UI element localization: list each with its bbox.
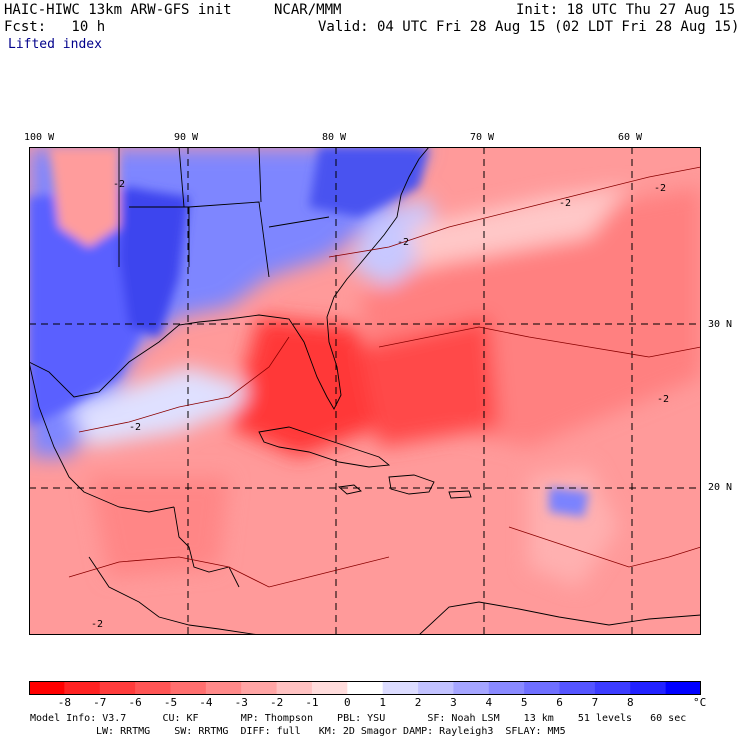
colorbar-tick-label: -5 — [163, 696, 178, 709]
lon-label-100w: 100 W — [24, 132, 55, 143]
colorbar-swatch — [29, 681, 65, 695]
warm-patch-northwest — [49, 147, 119, 247]
model-info-line2: LW: RRTMG SW: RRTMG DIFF: full KM: 2D Sm… — [96, 726, 566, 737]
lifted-index-map: -2 -2 -2 -2 -2 -2 -2 — [29, 147, 701, 635]
colorbar-tick-label: -7 — [93, 696, 107, 709]
colorbar-tick-label: 2 — [414, 696, 422, 709]
colorbar-tick-label: 5 — [520, 696, 528, 709]
colorbar-swatch — [135, 681, 171, 695]
colorbar-swatch — [64, 681, 101, 695]
field-name: Lifted index — [8, 37, 102, 52]
lon-label-60w: 60 W — [618, 132, 643, 143]
colorbar-swatch — [99, 681, 136, 695]
contour-label-2: -2 — [397, 237, 409, 248]
lon-label-90w: 90 W — [174, 132, 199, 143]
colorbar-swatch — [524, 681, 561, 695]
lat-label-20n: 20 N — [708, 482, 733, 493]
cool-core-mississippi — [119, 187, 189, 337]
lon-label-80w: 80 W — [322, 132, 347, 143]
colorbar-tick-label: 6 — [556, 696, 563, 709]
init-time: Init: 18 UTC Thu 27 Aug 15 — [516, 2, 736, 18]
colorbar-tick-label: 1 — [379, 696, 386, 709]
warm-zone-bahamas — [359, 317, 499, 447]
texas-mexico-coast — [29, 361, 175, 513]
colorbar-swatch — [382, 681, 419, 695]
colorbar-labels: -8 -7 -6 -5 -4 -3 -2 -1 0 1 2 3 4 5 6 7 8 °C — [29, 697, 719, 711]
colorbar-swatch — [630, 681, 667, 695]
cool-core-carolinas — [309, 147, 429, 217]
colorbar-tick-label: 0 — [344, 696, 351, 709]
colorbar-tick-label: -4 — [199, 696, 213, 709]
contour-label-6: -2 — [91, 619, 103, 630]
lon-label-70w: 70 W — [470, 132, 495, 143]
model-title: HAIC-HIWC 13km ARW-GFS init — [4, 2, 232, 18]
cool-zone-gulf-band — [69, 347, 269, 447]
cool-zone-atlantic-band — [409, 187, 629, 267]
contour-labels: -2 -2 -2 -2 -2 -2 -2 — [91, 179, 669, 630]
colorbar-tick-label: -2 — [269, 696, 284, 709]
contour-lines — [68, 166, 701, 588]
cool-core-east-caribbean — [549, 487, 589, 517]
contour-label-7: -2 — [657, 394, 669, 405]
contour-gulf — [78, 336, 290, 433]
map-frame — [29, 147, 701, 635]
colorbar-swatch — [594, 681, 631, 695]
forecast-hour: Fcst: 10 h — [4, 19, 106, 35]
colorbar-unit: °C — [693, 696, 707, 709]
us-gulf-coast — [29, 147, 430, 410]
colorbar-tick-label: -1 — [305, 696, 319, 709]
contour-label-4: -2 — [654, 183, 666, 194]
center-label: NCAR/MMM — [274, 2, 342, 18]
state-borders — [118, 147, 330, 278]
colorbar-swatch — [170, 681, 207, 695]
colorbar-swatch — [276, 681, 313, 695]
puerto-rico — [448, 490, 472, 499]
colorbar-tick-label: 7 — [591, 696, 599, 709]
colorbar-swatch — [311, 681, 348, 695]
coastlines — [29, 147, 701, 635]
colorbar-frame — [29, 681, 701, 695]
colorbar-tick-label: 8 — [626, 696, 634, 709]
colorbar — [29, 681, 701, 695]
colorbar-tick-label: 4 — [485, 696, 493, 709]
lat-label-30n: 30 N — [708, 319, 733, 330]
graticule — [29, 147, 701, 635]
contour-label-1: -2 — [113, 179, 125, 190]
valid-time: Valid: 04 UTC Fri 28 Aug 15 (02 LDT Fri … — [318, 19, 740, 35]
contour-caribbean — [68, 556, 390, 588]
contour-label-3: -2 — [559, 198, 571, 209]
warm-zone-gulf-florida — [229, 317, 379, 457]
central-america-coast — [88, 556, 260, 635]
contour-atlantic — [378, 326, 701, 358]
colorbar-swatch — [453, 681, 490, 695]
cuba — [258, 426, 391, 468]
colorbar-tick-label: -3 — [234, 696, 248, 709]
colorbar-swatch — [241, 681, 278, 695]
jamaica — [337, 484, 362, 495]
contour-label-5: -2 — [129, 422, 141, 433]
warm-zone-southwest — [89, 477, 229, 577]
colorbar-swatch — [418, 681, 454, 695]
colorbar-swatch — [488, 681, 525, 695]
colorbar-tick-label: -8 — [57, 696, 71, 709]
contour-east — [508, 526, 701, 568]
contour-north — [328, 166, 701, 258]
hispaniola — [388, 474, 435, 495]
colorbar-swatch — [559, 681, 596, 695]
colorbar-tick-label: 3 — [450, 696, 457, 709]
south-america-coast — [418, 601, 701, 635]
colorbar-tick-label: -6 — [128, 696, 142, 709]
colorbar-swatch — [665, 681, 701, 695]
colorbar-swatch — [205, 681, 242, 695]
model-info-line1: Model Info: V3.7 CU: KF MP: Thompson PBL… — [30, 713, 687, 724]
colorbar-swatch — [347, 681, 384, 695]
cool-zone-mid-atlantic — [349, 197, 439, 287]
colorbar-swatches — [29, 681, 701, 695]
